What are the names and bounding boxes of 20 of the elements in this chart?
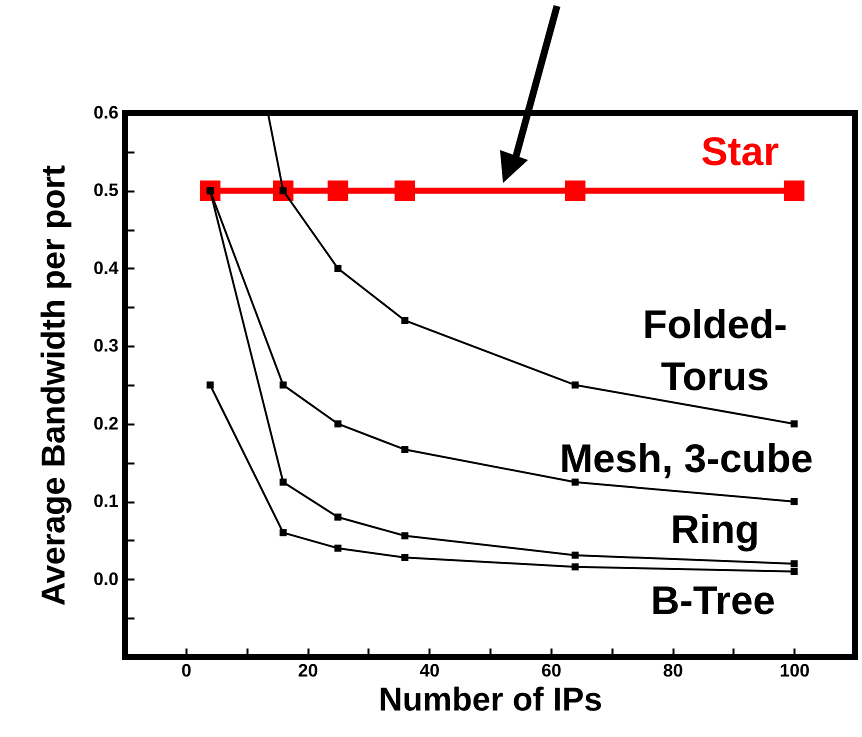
y-tick-label: 0.6 xyxy=(93,102,118,122)
x-tick-label: 100 xyxy=(780,660,810,680)
x-tick-label: 40 xyxy=(420,660,440,680)
x-tick-label: 0 xyxy=(181,660,192,680)
y-tick-label: 0.5 xyxy=(93,180,118,200)
x-tick-label: 80 xyxy=(662,660,684,680)
x-tick-label: 20 xyxy=(298,660,318,680)
y-tick-label: 0.1 xyxy=(93,491,118,512)
series-label: Ring xyxy=(670,508,760,552)
y-tick-label: 0.4 xyxy=(93,258,118,278)
series-label: Mesh, 3-cube xyxy=(560,437,813,481)
series-label: Star xyxy=(701,130,779,174)
x-axis-title: Number of IPs xyxy=(378,680,602,718)
y-tick-label: 0.2 xyxy=(93,413,118,434)
x-tick-label: 60 xyxy=(541,660,562,680)
series-label: B-Tree xyxy=(650,579,776,623)
y-tick-label: 0.3 xyxy=(93,336,118,356)
series-label: Folded-Torus xyxy=(642,303,788,399)
y-tick-label: 0.0 xyxy=(93,568,118,589)
y-axis-title: Average Bandwidth per port xyxy=(34,165,72,606)
